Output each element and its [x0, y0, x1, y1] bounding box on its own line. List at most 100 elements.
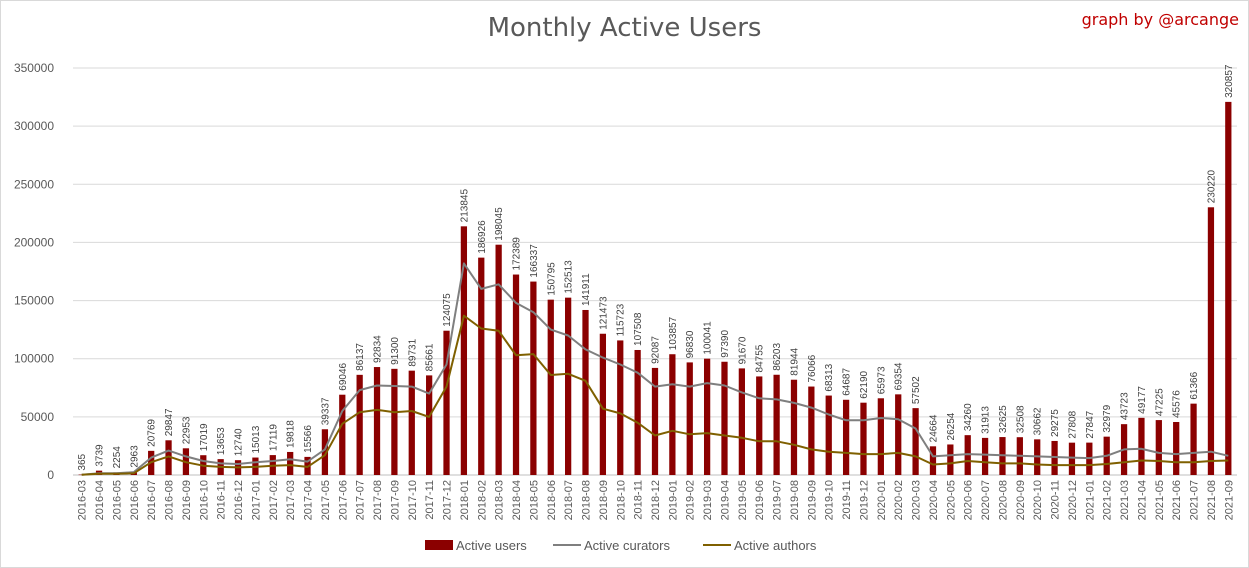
x-tick-label: 2019-05 — [737, 480, 749, 520]
bar-value-label: 92087 — [651, 336, 662, 364]
legend-label: Active authors — [734, 538, 817, 553]
x-tick-label: 2020-08 — [997, 480, 1009, 520]
bar-value-label: 30662 — [1033, 407, 1044, 435]
x-tick-label: 2021-08 — [1206, 480, 1218, 520]
bar-value-label: 26254 — [946, 412, 957, 440]
bar-active-users — [478, 257, 485, 475]
bar-active-users — [756, 376, 763, 475]
bar-value-label: 57502 — [911, 376, 922, 404]
bar-active-users — [356, 374, 363, 475]
bar-active-users — [634, 349, 641, 475]
line-active-curators — [81, 262, 1229, 476]
x-tick-label: 2017-10 — [407, 480, 419, 520]
bar-value-label: 85661 — [425, 343, 436, 371]
bar-value-label: 91670 — [737, 336, 748, 364]
active-users-bars — [78, 101, 1232, 476]
x-axis-ticks: 2016-03 2016-04 2016-05 2016-06 2016-07 2016-… — [77, 480, 1236, 520]
bar-active-users — [547, 299, 554, 475]
x-tick-label: 2019-04 — [719, 480, 731, 520]
credit-label: graph by @arcange — [1081, 10, 1239, 29]
bar-value-label: 17019 — [199, 423, 210, 451]
bar-value-label: 186926 — [477, 220, 488, 254]
bar-value-label: 97390 — [720, 330, 731, 358]
x-tick-label: 2017-09 — [389, 480, 401, 520]
bar-value-label: 2254 — [112, 446, 123, 469]
x-tick-label: 2020-10 — [1032, 480, 1044, 520]
x-tick-label: 2016-12 — [233, 480, 245, 520]
bar-value-label: 13653 — [216, 427, 227, 455]
bar-value-label: 62190 — [859, 370, 870, 398]
bar-value-label: 124075 — [442, 293, 453, 327]
bar-active-users — [565, 297, 572, 475]
x-tick-label: 2016-11 — [216, 480, 228, 520]
x-tick-label: 2019-02 — [685, 480, 697, 520]
x-tick-label: 2019-11 — [841, 480, 853, 520]
bar-active-users — [981, 437, 989, 475]
line-active-authors — [81, 314, 1229, 476]
legend-swatch-bar — [425, 540, 453, 550]
bar-value-label: 107508 — [633, 312, 644, 346]
bar-active-users — [165, 440, 172, 475]
bar-active-users — [1068, 442, 1076, 475]
bar-active-users — [877, 398, 884, 475]
x-tick-label: 2021-03 — [1119, 480, 1131, 520]
bar-value-label: 17119 — [268, 424, 279, 452]
y-tick-label: 300000 — [14, 119, 54, 133]
bar-value-label: 152513 — [564, 260, 575, 294]
bar-active-users — [1225, 101, 1232, 475]
bar-value-label: 172389 — [512, 237, 523, 271]
bar-active-users — [686, 362, 693, 475]
x-tick-label: 2019-09 — [806, 480, 818, 520]
y-tick-label: 0 — [47, 468, 54, 482]
bar-active-users — [287, 451, 294, 475]
x-tick-label: 2019-10 — [824, 480, 836, 520]
x-tick-label: 2018-06 — [546, 480, 558, 520]
bar-value-label: 39337 — [320, 397, 331, 425]
x-tick-label: 2019-06 — [754, 480, 766, 520]
x-tick-label: 2018-02 — [476, 480, 488, 520]
x-tick-label: 2019-12 — [858, 480, 870, 520]
bar-value-label: 100041 — [703, 321, 714, 355]
chart-title: Monthly Active Users — [487, 13, 762, 43]
x-tick-label: 2019-08 — [789, 480, 801, 520]
bar-active-users — [703, 358, 711, 475]
x-tick-label: 2018-03 — [494, 480, 506, 520]
bar-active-users — [530, 281, 537, 475]
bar-value-label: 3739 — [95, 444, 106, 467]
bar-active-users — [495, 244, 502, 475]
x-tick-label: 2017-01 — [250, 480, 262, 520]
x-tick-label: 2020-11 — [1050, 480, 1062, 520]
bar-active-users — [842, 399, 850, 475]
bar-value-label: 150795 — [546, 262, 557, 296]
bar-value-label: 12740 — [234, 428, 245, 456]
bar-value-label: 2963 — [129, 445, 140, 468]
x-tick-label: 2018-10 — [615, 480, 627, 520]
bar-value-label: 213845 — [459, 189, 470, 223]
bar-value-label: 76066 — [807, 354, 818, 382]
x-tick-label: 2021-04 — [1136, 480, 1148, 520]
bar-active-users — [460, 226, 468, 475]
x-tick-label: 2017-08 — [372, 480, 384, 520]
x-tick-label: 2018-05 — [528, 480, 540, 520]
bar-value-label: 45576 — [1172, 390, 1183, 418]
x-tick-label: 2018-09 — [598, 480, 610, 520]
bar-value-label: 34260 — [963, 403, 974, 431]
x-tick-label: 2020-04 — [928, 480, 940, 520]
x-tick-label: 2020-12 — [1067, 480, 1079, 520]
bar-active-users — [860, 402, 867, 475]
bar-active-users — [373, 367, 381, 475]
bar-value-label: 141911 — [581, 273, 592, 306]
x-tick-label: 2019-07 — [772, 480, 784, 520]
bar-data-labels: 365 3739 2254 2963 20769 29847 22953 17019 13653… — [77, 64, 1235, 470]
bar-value-label: 64687 — [842, 368, 853, 396]
x-tick-label: 2020-05 — [945, 480, 957, 520]
bar-value-label: 91300 — [390, 337, 401, 365]
x-tick-label: 2017-04 — [303, 480, 315, 520]
bar-active-users — [790, 379, 798, 475]
x-tick-label: 2018-11 — [633, 480, 645, 520]
x-tick-label: 2016-03 — [77, 480, 89, 520]
trend-lines — [81, 262, 1229, 476]
bar-value-label: 103857 — [668, 316, 679, 350]
